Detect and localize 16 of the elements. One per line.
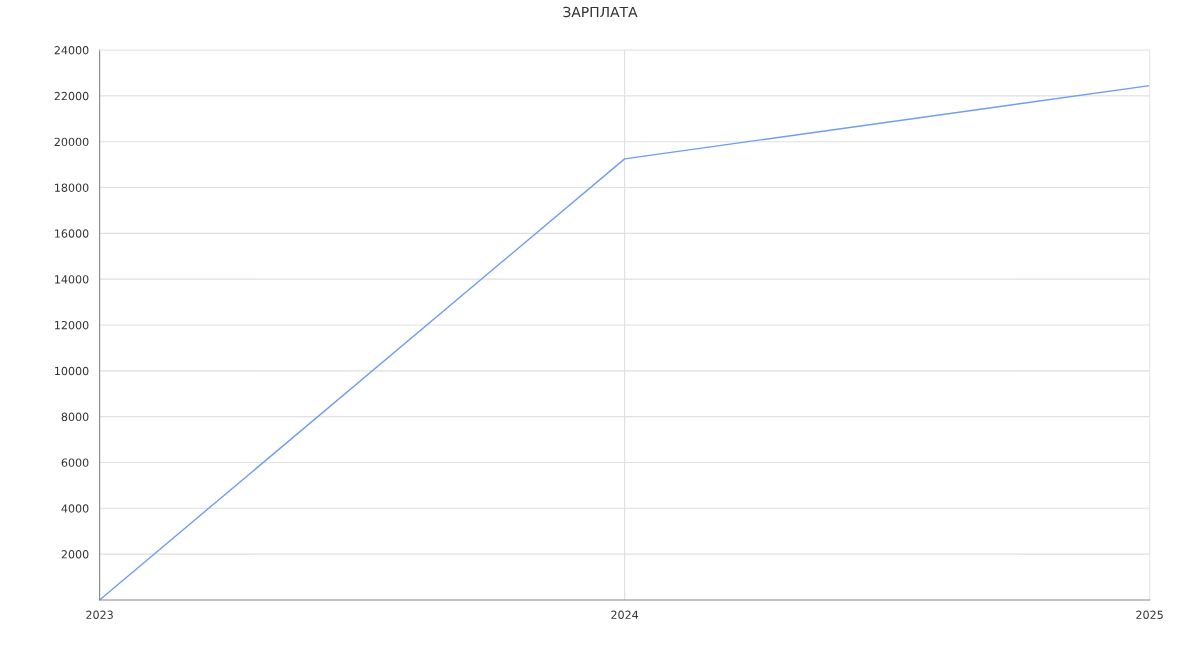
x-tick-label: 2023 xyxy=(86,610,113,619)
y-tick-label: 12000 xyxy=(55,320,89,330)
y-tick-label: 8000 xyxy=(61,412,89,422)
y-tick-label: 22000 xyxy=(54,91,89,101)
y-tick-label: 4000 xyxy=(61,504,89,513)
y-tick-label: 16000 xyxy=(55,229,89,238)
x-tick-label: 2024 xyxy=(611,610,639,619)
y-tick-label: 24000 xyxy=(54,46,89,55)
y-tick-label: 2000 xyxy=(61,550,89,559)
y-tick-label: 20000 xyxy=(54,137,89,147)
y-tick-label: 10000 xyxy=(55,366,89,376)
y-tick-label: 6000 xyxy=(61,458,89,467)
y-tick-label: 18000 xyxy=(55,183,89,192)
x-tick-label: 2025 xyxy=(1136,610,1163,619)
chart-title: ЗАРПЛАТА xyxy=(563,6,638,18)
y-tick-label: 14000 xyxy=(55,275,89,284)
